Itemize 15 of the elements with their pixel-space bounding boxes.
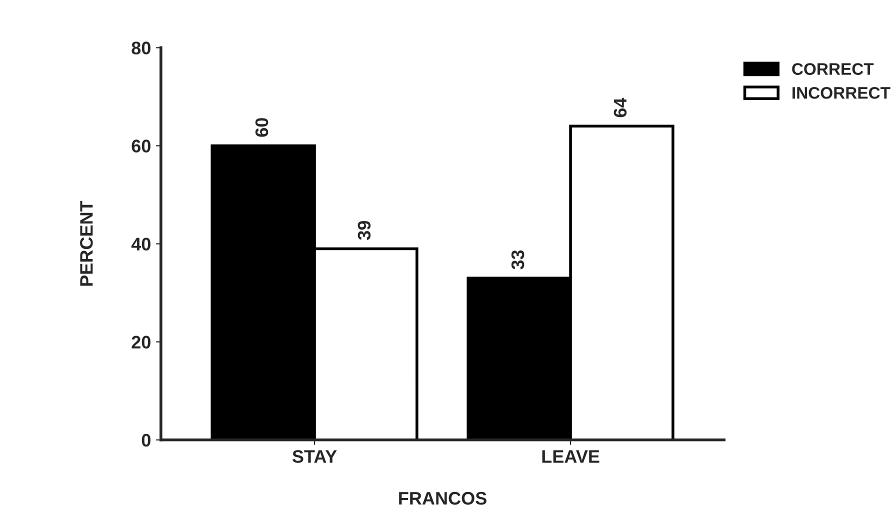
legend-label: CORRECT <box>792 63 874 75</box>
x-tick-label: LEAVE <box>542 450 600 463</box>
data-label: 33 <box>511 250 524 270</box>
y-tick-label: 20 <box>132 336 150 349</box>
y-tick-label: 60 <box>132 140 150 152</box>
y-tick-label: 80 <box>132 42 150 54</box>
data-label: 60 <box>255 118 268 137</box>
y-tick-label: 40 <box>131 238 150 251</box>
data-label: 64 <box>614 98 627 118</box>
y-axis-title: PERCENT <box>80 200 93 286</box>
x-tick-label: STAY <box>292 450 337 463</box>
data-label: 39 <box>358 220 371 240</box>
y-tick-label: 0 <box>142 434 150 447</box>
legend-label: INCORRECT <box>792 87 890 99</box>
x-axis-title: FRANCOS <box>399 492 486 505</box>
